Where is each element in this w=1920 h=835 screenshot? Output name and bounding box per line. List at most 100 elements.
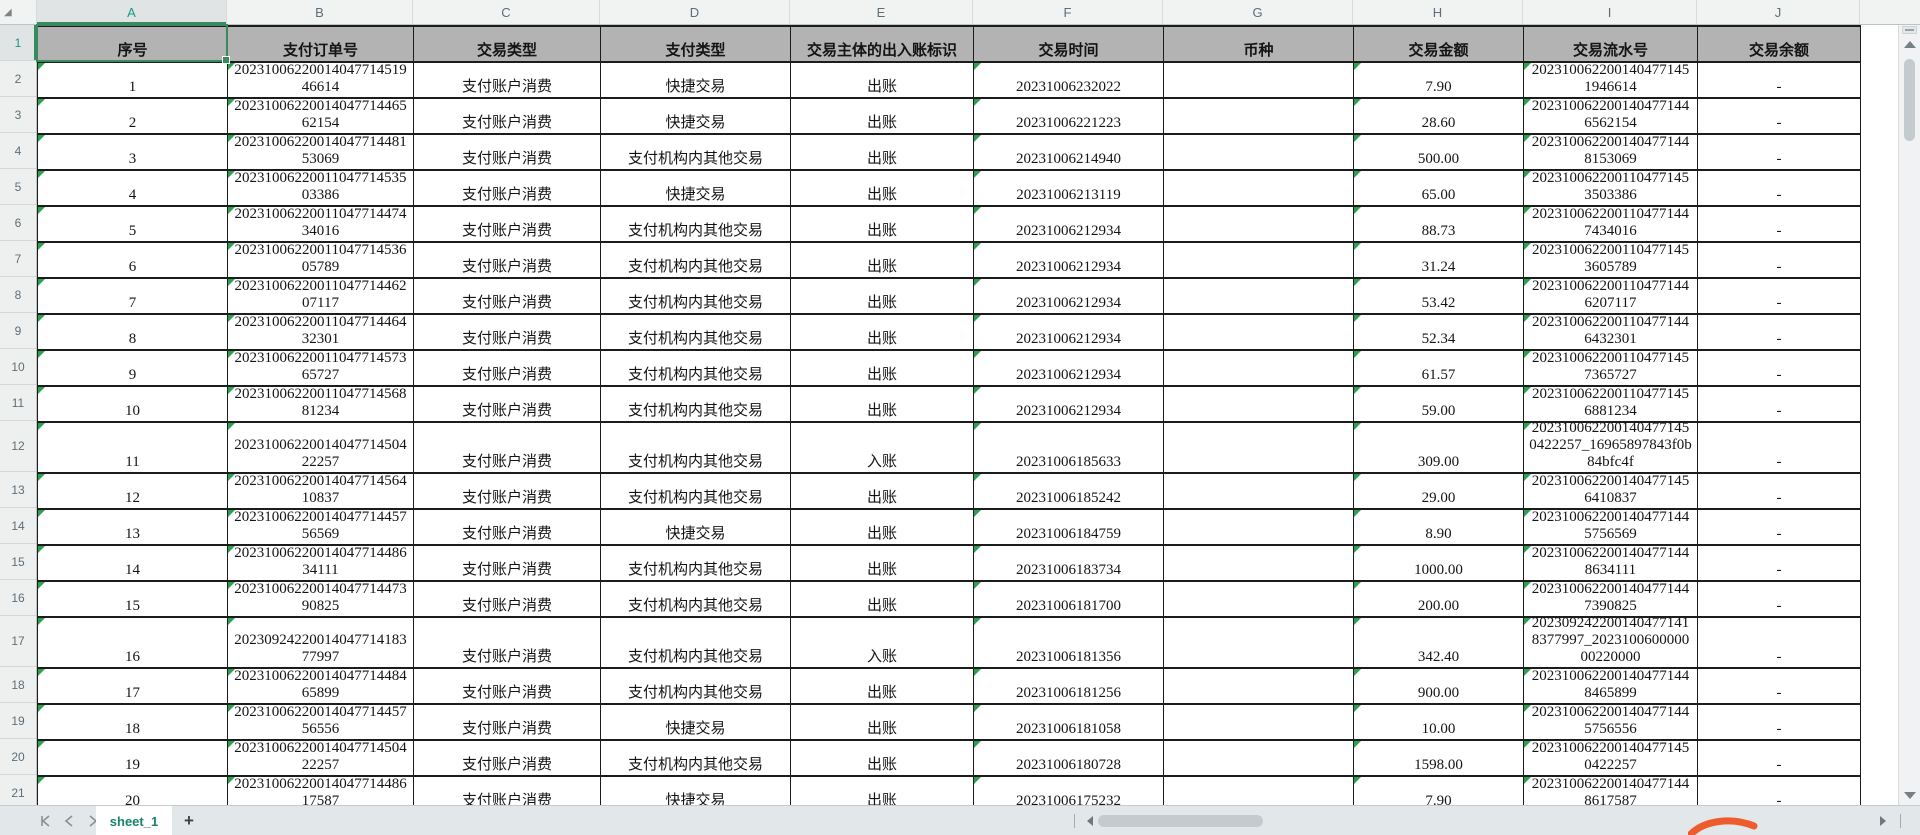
row-header-9[interactable]: 9 — [0, 313, 36, 349]
cell-J13[interactable]: - — [1698, 474, 1861, 510]
cell-A7[interactable]: 6 — [38, 243, 228, 279]
cell-E4[interactable]: 出账 — [791, 135, 974, 171]
cell-H2[interactable]: 7.90 — [1354, 63, 1524, 99]
cell-H20[interactable]: 1598.00 — [1354, 741, 1524, 777]
row-header-19[interactable]: 19 — [0, 703, 36, 739]
cell-D4[interactable]: 支付机构内其他交易 — [601, 135, 791, 171]
cell-A5[interactable]: 4 — [38, 171, 228, 207]
column-header-F[interactable]: F — [973, 0, 1163, 24]
cell-C3[interactable]: 支付账户消费 — [414, 99, 601, 135]
cell-E1[interactable]: 交易主体的出入账标识 — [791, 27, 974, 63]
cell-B10[interactable]: 2023100622001104771457365727 — [228, 351, 414, 387]
cell-D7[interactable]: 支付机构内其他交易 — [601, 243, 791, 279]
cell-G15[interactable] — [1164, 546, 1354, 582]
cell-H18[interactable]: 900.00 — [1354, 669, 1524, 705]
column-header-G[interactable]: G — [1163, 0, 1353, 24]
cell-C7[interactable]: 支付账户消费 — [414, 243, 601, 279]
cell-C20[interactable]: 支付账户消费 — [414, 741, 601, 777]
cell-D11[interactable]: 支付机构内其他交易 — [601, 387, 791, 423]
cell-F16[interactable]: 20231006181700 — [974, 582, 1164, 618]
cell-B9[interactable]: 2023100622001104771446432301 — [228, 315, 414, 351]
cell-F7[interactable]: 20231006212934 — [974, 243, 1164, 279]
cell-G2[interactable] — [1164, 63, 1354, 99]
row-header-6[interactable]: 6 — [0, 205, 36, 241]
cell-I9[interactable]: 2023100622001104771446432301 — [1524, 315, 1698, 351]
cell-H13[interactable]: 29.00 — [1354, 474, 1524, 510]
cell-I20[interactable]: 2023100622001404771450422257 — [1524, 741, 1698, 777]
cell-D2[interactable]: 快捷交易 — [601, 63, 791, 99]
cell-E7[interactable]: 出账 — [791, 243, 974, 279]
scroll-down-icon[interactable] — [1904, 792, 1916, 799]
cell-A1[interactable]: 序号 — [38, 27, 228, 63]
scroll-right-icon[interactable] — [1880, 816, 1886, 826]
cell-A9[interactable]: 8 — [38, 315, 228, 351]
cell-E10[interactable]: 出账 — [791, 351, 974, 387]
cell-A8[interactable]: 7 — [38, 279, 228, 315]
row-header-3[interactable]: 3 — [0, 97, 36, 133]
cell-E2[interactable]: 出账 — [791, 63, 974, 99]
cell-D15[interactable]: 支付机构内其他交易 — [601, 546, 791, 582]
cell-B3[interactable]: 2023100622001404771446562154 — [228, 99, 414, 135]
cell-E6[interactable]: 出账 — [791, 207, 974, 243]
cell-B12[interactable]: 2023100622001404771450422257 — [228, 423, 414, 474]
cell-D12[interactable]: 支付机构内其他交易 — [601, 423, 791, 474]
cell-J18[interactable]: - — [1698, 669, 1861, 705]
cell-D20[interactable]: 支付机构内其他交易 — [601, 741, 791, 777]
cell-A17[interactable]: 16 — [38, 618, 228, 669]
cell-A16[interactable]: 15 — [38, 582, 228, 618]
cell-E3[interactable]: 出账 — [791, 99, 974, 135]
cell-E17[interactable]: 入账 — [791, 618, 974, 669]
cell-B15[interactable]: 2023100622001404771448634111 — [228, 546, 414, 582]
cell-H4[interactable]: 500.00 — [1354, 135, 1524, 171]
select-all-button[interactable]: ◢ — [0, 0, 37, 24]
cell-E8[interactable]: 出账 — [791, 279, 974, 315]
cell-I1[interactable]: 交易流水号 — [1524, 27, 1698, 63]
cell-B5[interactable]: 2023100622001104771453503386 — [228, 171, 414, 207]
cell-H12[interactable]: 309.00 — [1354, 423, 1524, 474]
cell-E9[interactable]: 出账 — [791, 315, 974, 351]
cell-F21[interactable]: 20231006175232 — [974, 777, 1164, 805]
cell-B13[interactable]: 2023100622001404771456410837 — [228, 474, 414, 510]
row-header-11[interactable]: 11 — [0, 385, 36, 421]
row-header-12[interactable]: 12 — [0, 421, 36, 472]
cell-J1[interactable]: 交易余额 — [1698, 27, 1861, 63]
cell-I18[interactable]: 2023100622001404771448465899 — [1524, 669, 1698, 705]
cell-H10[interactable]: 61.57 — [1354, 351, 1524, 387]
cell-I19[interactable]: 2023100622001404771445756556 — [1524, 705, 1698, 741]
cell-F18[interactable]: 20231006181256 — [974, 669, 1164, 705]
row-header-2[interactable]: 2 — [0, 61, 36, 97]
cell-I15[interactable]: 2023100622001404771448634111 — [1524, 546, 1698, 582]
cell-C14[interactable]: 支付账户消费 — [414, 510, 601, 546]
cell-B21[interactable]: 2023100622001404771448617587 — [228, 777, 414, 805]
cell-C11[interactable]: 支付账户消费 — [414, 387, 601, 423]
cell-H1[interactable]: 交易金额 — [1354, 27, 1524, 63]
row-header-13[interactable]: 13 — [0, 472, 36, 508]
prev-sheet-button[interactable] — [62, 814, 76, 828]
cell-B18[interactable]: 2023100622001404771448465899 — [228, 669, 414, 705]
cell-A21[interactable]: 20 — [38, 777, 228, 805]
cell-D3[interactable]: 快捷交易 — [601, 99, 791, 135]
cell-C10[interactable]: 支付账户消费 — [414, 351, 601, 387]
cell-F5[interactable]: 20231006213119 — [974, 171, 1164, 207]
cell-I7[interactable]: 2023100622001104771453605789 — [1524, 243, 1698, 279]
cell-J11[interactable]: - — [1698, 387, 1861, 423]
cell-B19[interactable]: 2023100622001404771445756556 — [228, 705, 414, 741]
cell-H17[interactable]: 342.40 — [1354, 618, 1524, 669]
cell-F20[interactable]: 20231006180728 — [974, 741, 1164, 777]
cell-I11[interactable]: 2023100622001104771456881234 — [1524, 387, 1698, 423]
cell-B16[interactable]: 2023100622001404771447390825 — [228, 582, 414, 618]
cell-A18[interactable]: 17 — [38, 669, 228, 705]
cell-H7[interactable]: 31.24 — [1354, 243, 1524, 279]
cell-D9[interactable]: 支付机构内其他交易 — [601, 315, 791, 351]
cell-H15[interactable]: 1000.00 — [1354, 546, 1524, 582]
cell-A4[interactable]: 3 — [38, 135, 228, 171]
column-header-B[interactable]: B — [227, 0, 413, 24]
first-sheet-button[interactable] — [38, 814, 52, 828]
add-sheet-button[interactable]: + — [184, 806, 194, 835]
cell-F12[interactable]: 20231006185633 — [974, 423, 1164, 474]
cell-B2[interactable]: 2023100622001404771451946614 — [228, 63, 414, 99]
row-header-8[interactable]: 8 — [0, 277, 36, 313]
cell-G19[interactable] — [1164, 705, 1354, 741]
cell-F19[interactable]: 20231006181058 — [974, 705, 1164, 741]
cell-F4[interactable]: 20231006214940 — [974, 135, 1164, 171]
